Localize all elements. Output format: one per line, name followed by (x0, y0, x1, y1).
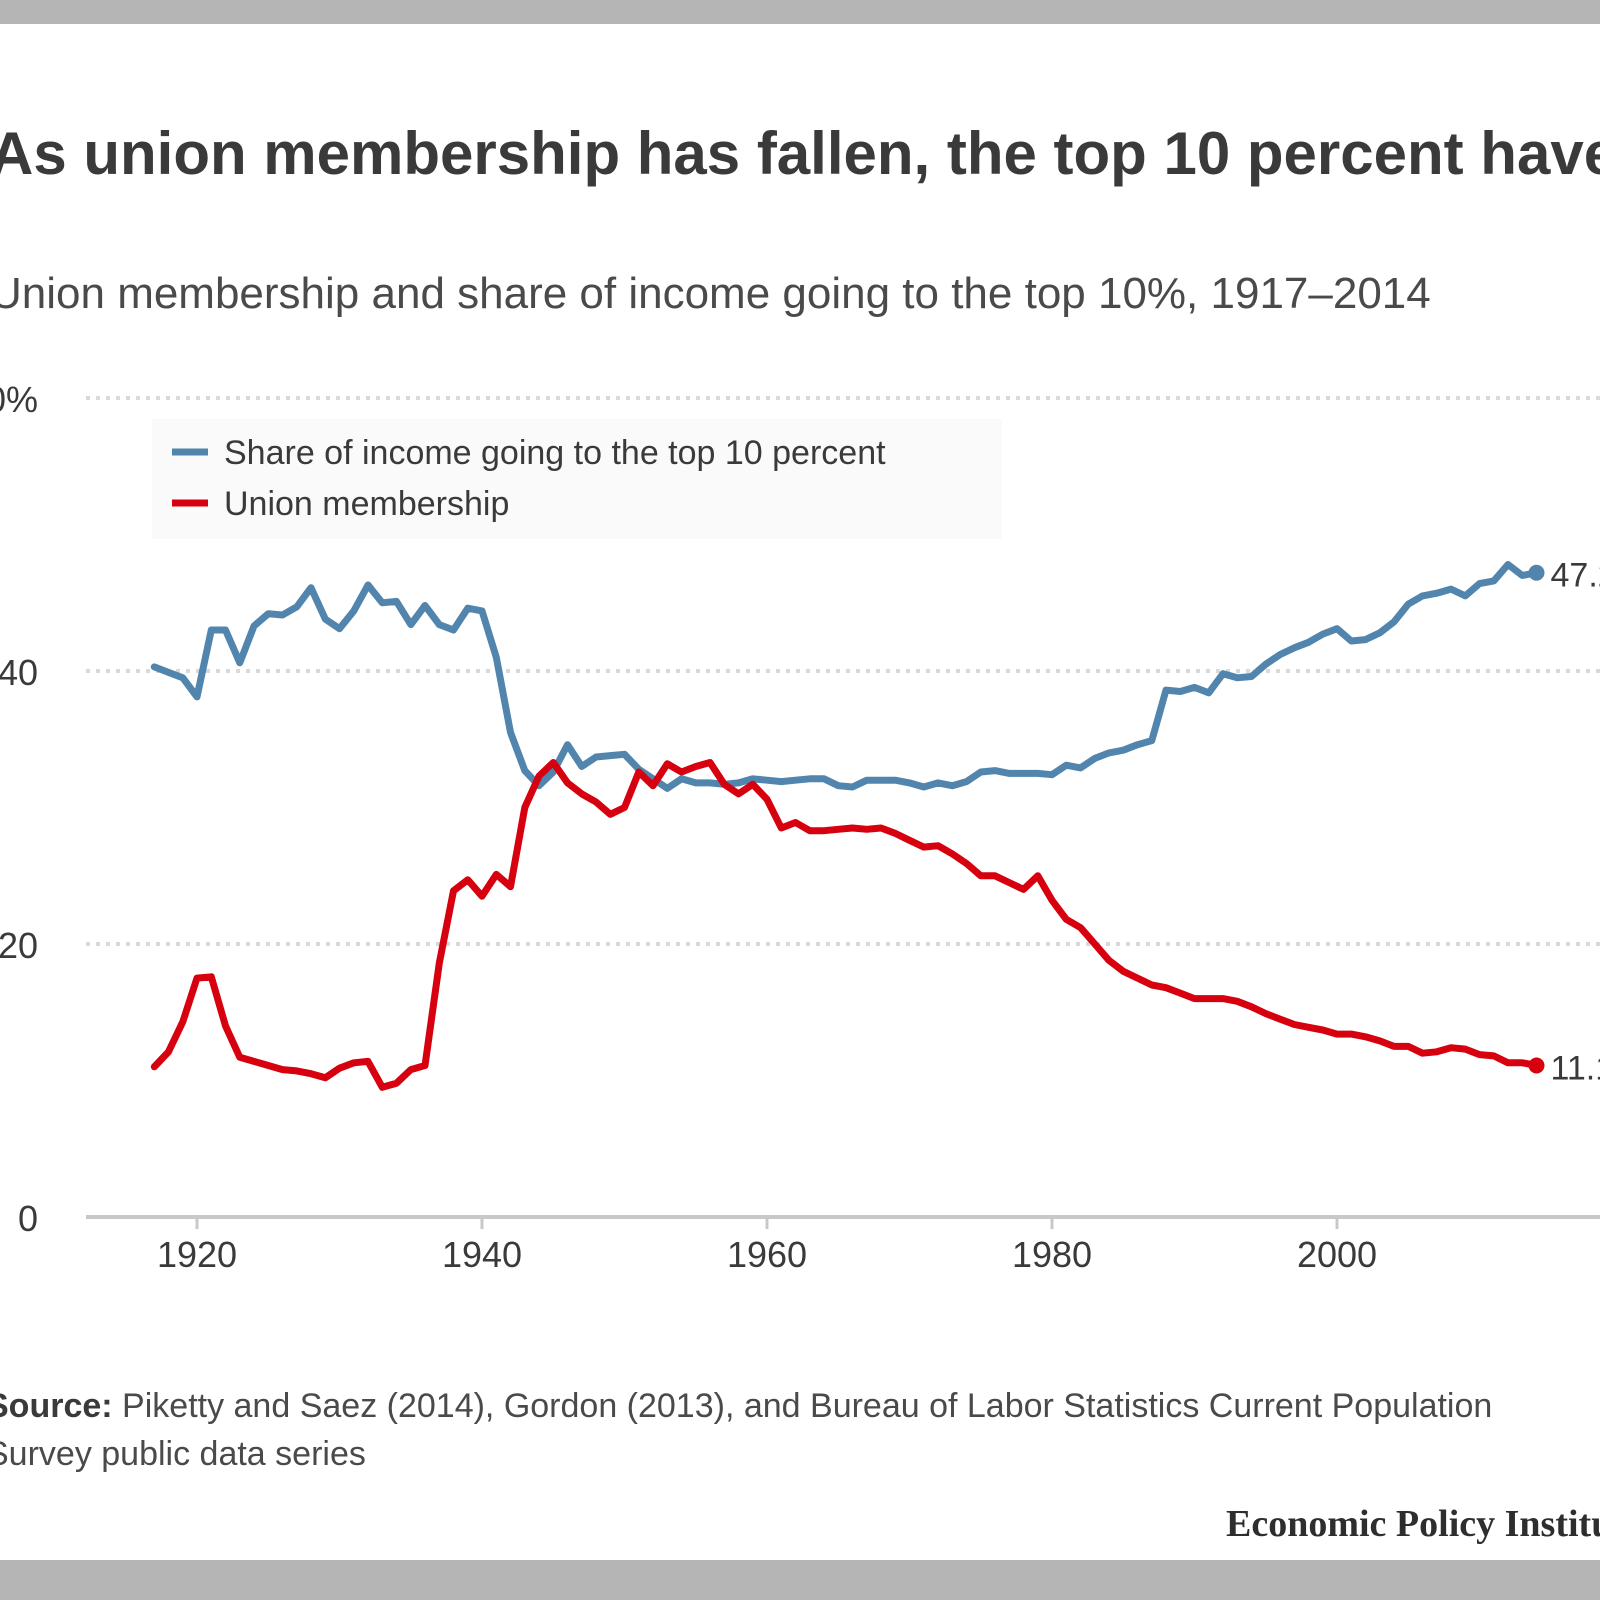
source-label: Source: (0, 1387, 113, 1425)
publisher-logo: Economic Policy Institute (1226, 1503, 1600, 1545)
series-line-0 (150, 561, 1540, 792)
chart-subtitle: Union membership and share of income goi… (0, 269, 1431, 318)
legend-label-1: Union membership (224, 485, 509, 523)
y-tick-label-20: 20 (0, 925, 38, 966)
source-note: Source: Piketty and Saez (2014), Gordon … (0, 1382, 1600, 1478)
chart-title: As union membership has fallen, the top … (0, 120, 1600, 187)
legend: Share of income going to the top 10 perc… (152, 419, 1002, 539)
series-line-1 (150, 759, 1540, 1091)
chart-card: As union membership has fallen, the top … (0, 24, 1600, 1560)
series-end-label-1: 11.1% (1551, 1049, 1600, 1087)
y-tick-label-40: 40 (0, 652, 38, 693)
x-tick-label-1940: 1940 (442, 1234, 522, 1275)
series-layer: 47.2% 11.1% (150, 557, 1600, 1091)
series-end-label-0: 47.2% (1551, 557, 1600, 595)
line-chart: 0 20 40 60% 1920 1940 1960 1980 2000 Share of in… (0, 379, 1600, 1275)
legend-box (152, 419, 1002, 539)
series-end-point-0 (1528, 564, 1545, 581)
y-tick-label-60: 60% (0, 379, 38, 420)
legend-label-0: Share of income going to the top 10 perc… (224, 434, 886, 472)
x-tick-label-1920: 1920 (157, 1234, 237, 1275)
grid-layer (86, 396, 1600, 946)
axis-layer: 0 20 40 60% 1920 1940 1960 1980 2000 (0, 379, 1600, 1275)
x-tick-label-1980: 1980 (1012, 1234, 1092, 1275)
series-end-point-1 (1528, 1057, 1545, 1074)
x-tick-label-1960: 1960 (727, 1234, 807, 1275)
source-text: Piketty and Saez (2014), Gordon (2013), … (0, 1387, 1493, 1473)
y-tick-label-0: 0 (18, 1198, 38, 1239)
x-tick-label-2000: 2000 (1297, 1234, 1377, 1275)
